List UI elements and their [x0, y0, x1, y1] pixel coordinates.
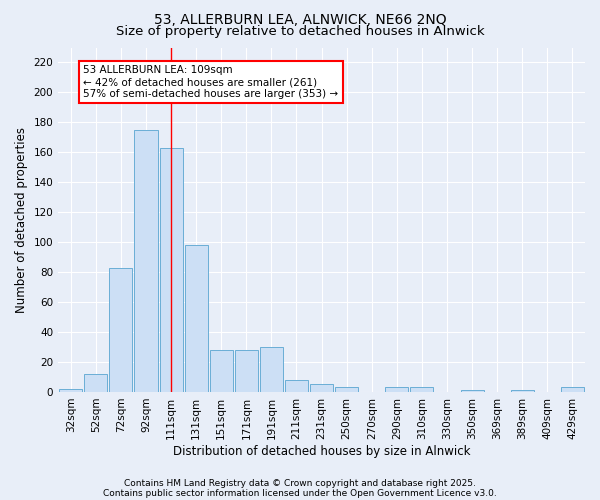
Bar [160, 148, 182, 392]
Text: Size of property relative to detached houses in Alnwick: Size of property relative to detached ho… [116, 25, 484, 38]
Text: 53, ALLERBURN LEA, ALNWICK, NE66 2NQ: 53, ALLERBURN LEA, ALNWICK, NE66 2NQ [154, 12, 446, 26]
Bar [385, 388, 409, 392]
Bar [410, 388, 433, 392]
Y-axis label: Number of detached properties: Number of detached properties [15, 126, 28, 312]
Bar [134, 130, 158, 392]
Bar [511, 390, 534, 392]
Bar [260, 347, 283, 392]
Bar [285, 380, 308, 392]
Bar [235, 350, 258, 392]
Text: Contains HM Land Registry data © Crown copyright and database right 2025.: Contains HM Land Registry data © Crown c… [124, 478, 476, 488]
Bar [109, 268, 133, 392]
Bar [185, 245, 208, 392]
Bar [335, 388, 358, 392]
Text: Contains public sector information licensed under the Open Government Licence v3: Contains public sector information licen… [103, 488, 497, 498]
Bar [561, 388, 584, 392]
Bar [84, 374, 107, 392]
X-axis label: Distribution of detached houses by size in Alnwick: Distribution of detached houses by size … [173, 444, 470, 458]
Bar [59, 389, 82, 392]
Bar [461, 390, 484, 392]
Bar [209, 350, 233, 392]
Text: 53 ALLERBURN LEA: 109sqm
← 42% of detached houses are smaller (261)
57% of semi-: 53 ALLERBURN LEA: 109sqm ← 42% of detach… [83, 66, 338, 98]
Bar [310, 384, 333, 392]
